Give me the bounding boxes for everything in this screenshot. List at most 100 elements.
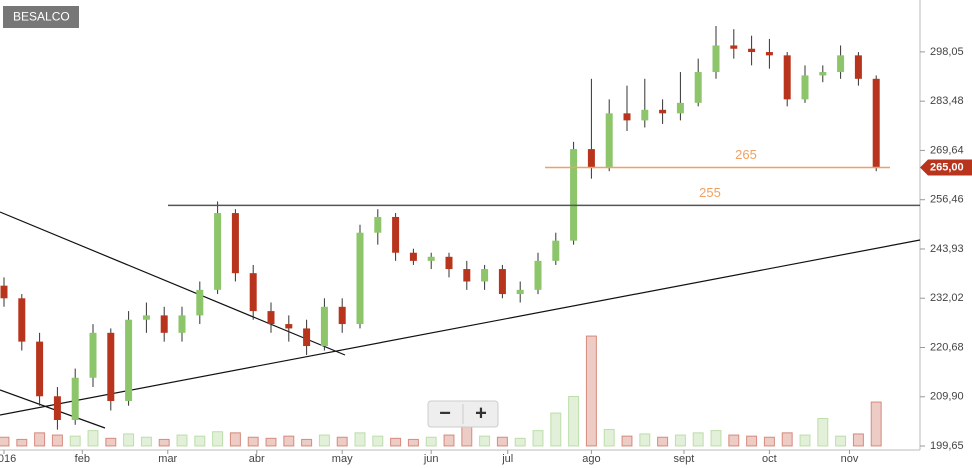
y-tick-label: 256,46 [930,194,964,206]
x-tick-label: oct [762,453,777,465]
volume-bar [318,434,330,447]
volume-bar [852,433,864,447]
volume-bar [621,435,633,447]
y-tick-label: 283,48 [930,95,964,107]
candle-body [748,48,756,53]
y-tick-label: 269,64 [930,144,964,156]
candle-body [534,260,542,290]
volume-bar [390,437,402,447]
candle-body [320,306,328,347]
volume-bar [496,436,508,447]
candle-body [338,306,346,325]
legend-box [3,6,79,28]
volume-bar [781,432,793,447]
candle-body [694,72,702,103]
volume-bar [532,430,544,447]
volume-bar [51,434,63,447]
volume-bar [657,436,669,447]
volume-bar [728,434,740,447]
candle-body [196,289,204,316]
candle-body [142,315,150,320]
y-tick-label: 298,05 [930,46,964,58]
candle-body [765,52,773,56]
volume-bar [354,432,366,447]
candle-body [285,324,293,329]
candle-body [107,332,115,401]
candle-body [71,377,79,420]
candle-body [659,109,667,114]
volume-bar [425,436,437,447]
x-tick-label: 2016 [0,453,16,465]
y-tick-label: 220,68 [930,341,964,353]
volume-bar [194,435,206,447]
volume-bar [336,436,348,447]
volume-bar [123,433,135,447]
candle-body [463,269,471,282]
x-tick-label: sept [674,453,695,465]
volume-bar [0,436,10,447]
candle-body [730,45,738,49]
volume-bar [835,435,847,447]
candle-body [374,216,382,233]
volume-bar [799,434,811,447]
volume-bar [283,435,295,447]
candle-body [605,113,613,168]
legend-label: BESALCO [13,10,70,24]
volume-bar [870,401,882,447]
candle-body [498,269,506,295]
volume-bar [763,436,775,447]
candle-body [0,285,8,299]
level-label: 255 [699,185,721,200]
volume-bar [229,432,241,447]
trend-line [0,211,346,356]
candle-body [872,78,880,168]
volume-bar [639,433,651,447]
y-tick-label: 209,90 [930,391,964,403]
x-tick-label: jun [423,453,439,465]
price-tag [920,159,972,176]
candle-body [587,149,595,168]
candle-body [409,252,417,261]
volume-bar [212,431,224,447]
candle-body [854,55,862,79]
volume-bar [105,437,117,447]
annotation-layer: 265 255 265,00 [168,147,972,207]
candle-body [783,55,791,100]
candle-body [427,256,435,261]
trend-line [0,389,106,429]
x-tick-label: may [332,453,353,465]
candle-body [445,256,453,270]
candle-body [356,232,364,325]
x-tick-label: feb [75,453,90,465]
y-tick-label: 243,93 [930,243,964,255]
candle-body [18,298,26,342]
volume-bar [34,432,46,447]
x-tick-label: nov [841,453,859,465]
volume-bar [550,412,562,447]
volume-bar [443,434,455,447]
y-tick-label: 232,02 [930,292,964,304]
candle-body [570,149,578,241]
volume-bar [692,432,704,447]
volume-bar [69,435,81,447]
candle-body [641,109,649,121]
volume-bar [710,430,722,447]
candle-body [712,45,720,73]
volume-bar [247,436,259,447]
volume-bar [87,430,99,447]
candle-body [249,273,257,312]
x-tick-label: abr [249,453,265,465]
candle-body [89,332,97,378]
candle-body [552,240,560,261]
volume-bar [479,435,491,447]
zoom-in-button[interactable]: + [475,402,487,424]
y-tick-label: 199,65 [930,440,964,452]
candle-body [160,315,168,333]
candle-layer [0,25,880,430]
volume-bar [568,396,580,447]
zoom-out-button[interactable]: − [439,402,451,424]
candle-body [801,75,809,100]
